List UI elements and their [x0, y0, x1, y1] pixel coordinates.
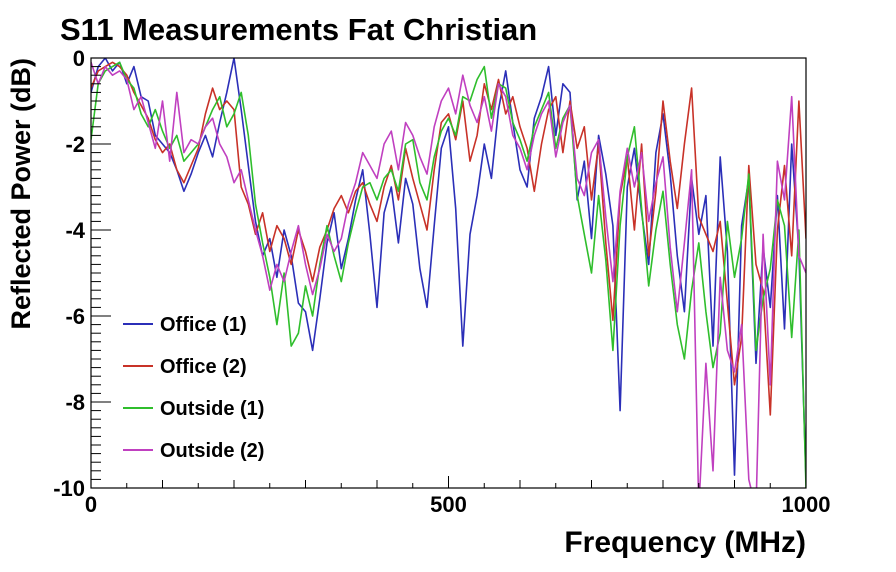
series-line-2	[91, 61, 806, 416]
legend-label-1: Office (1)	[160, 314, 247, 336]
legend-label-2: Office (2)	[160, 356, 247, 378]
x-tick-label: 1000	[782, 492, 831, 517]
legend-label-3: Outside (1)	[160, 398, 264, 420]
chart-title: S11 Measurements Fat Christian	[60, 12, 537, 47]
y-tick-label: -10	[53, 476, 85, 501]
y-tick-label: 0	[73, 46, 85, 71]
legend: Office (1) Office (2) Outside (1) Outside (…	[123, 314, 264, 462]
series-line-4	[91, 62, 806, 488]
y-tick-label: -6	[65, 304, 85, 329]
y-tick-label: -2	[65, 132, 85, 157]
series-layer	[91, 58, 806, 488]
legend-label-4: Outside (2)	[160, 440, 264, 462]
x-axis-label: Frequency (MHz)	[564, 526, 806, 559]
x-tick-label: 0	[85, 492, 97, 517]
ticks-layer: 0 500 1000 0 -2 -4 -6 -8 -10	[53, 46, 830, 517]
y-tick-label: -4	[65, 218, 85, 243]
y-tick-label: -8	[65, 390, 85, 415]
y-axis-label: Reflected Power (dB)	[6, 58, 36, 330]
x-tick-label: 500	[430, 492, 467, 517]
series-line-1	[91, 58, 806, 480]
series-line-3	[91, 61, 806, 488]
